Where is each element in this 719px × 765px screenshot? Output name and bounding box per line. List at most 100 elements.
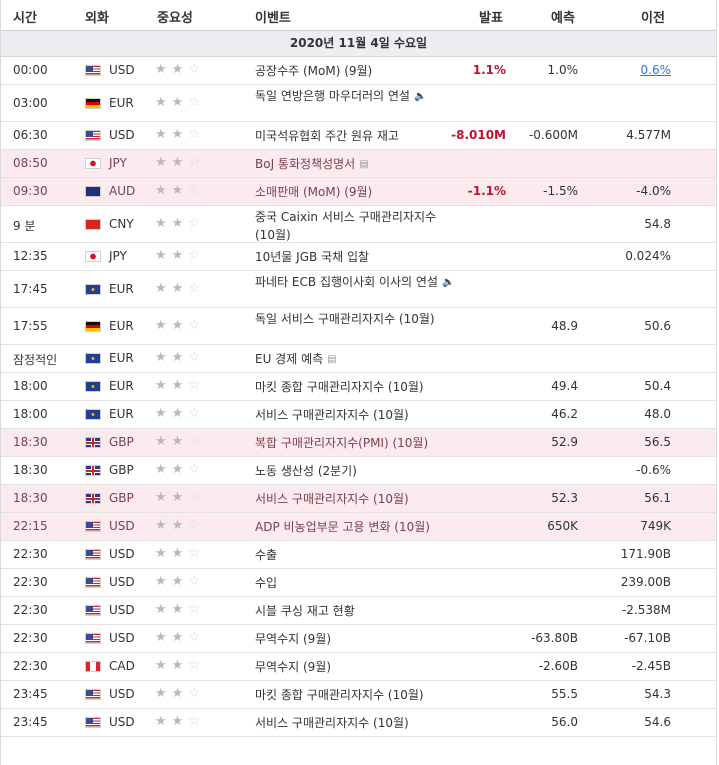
star-empty-icon: ☆: [188, 602, 205, 617]
star-filled-icon: ★: [171, 281, 189, 296]
event-name-text[interactable]: 시블 쿠싱 재고 현황: [255, 604, 355, 618]
event-name-text[interactable]: 서비스 구매관리자지수 (10월): [255, 716, 409, 730]
event-name[interactable]: 중국 Caixin 서비스 구매관리자지수 (10월): [255, 208, 455, 244]
event-name-text[interactable]: 마킷 종합 구매관리자지수 (10월): [255, 688, 424, 702]
table-row[interactable]: 12:35 JPY ★★☆ 10년물 JGB 국채 입찰 0.024%: [1, 243, 716, 271]
event-name[interactable]: 서비스 구매관리자지수 (10월): [255, 714, 455, 732]
currency-code: USD: [109, 547, 135, 561]
flag-jp-icon: [85, 158, 101, 169]
event-name-text[interactable]: 수출: [255, 548, 278, 562]
table-row[interactable]: 03:00 EUR ★★☆ 독일 연방은행 마우더러의 연설 🔈: [1, 85, 716, 122]
event-name-text[interactable]: 독일 서비스 구매관리자지수 (10월): [255, 312, 435, 326]
table-row[interactable]: 23:45 USD ★★☆ 서비스 구매관리자지수 (10월) 56.0 54.6: [1, 709, 716, 737]
event-name-text[interactable]: 노동 생산성 (2분기): [255, 464, 357, 478]
currency-code: GBP: [109, 491, 134, 505]
event-name[interactable]: 10년물 JGB 국채 입찰: [255, 248, 455, 266]
table-row[interactable]: 18:00 EUR ★★☆ 서비스 구매관리자지수 (10월) 46.2 48.0: [1, 401, 716, 429]
table-row[interactable]: 18:30 GBP ★★☆ 노동 생산성 (2분기) -0.6%: [1, 457, 716, 485]
event-name-text[interactable]: 무역수지 (9월): [255, 632, 332, 646]
event-name[interactable]: 독일 연방은행 마우더러의 연설 🔈: [255, 87, 455, 106]
table-row[interactable]: 잠정적인 EUR ★★☆ EU 경제 예측 ▤: [1, 345, 716, 373]
event-name[interactable]: 수입: [255, 574, 455, 592]
table-row[interactable]: 17:45 EUR ★★☆ 파네타 ECB 집행이사회 이사의 연설 🔈: [1, 271, 716, 308]
table-row[interactable]: 22:15 USD ★★☆ ADP 비농업부문 고용 변화 (10월) 650K 749K: [1, 513, 716, 541]
star-filled-icon: ★: [171, 350, 189, 365]
event-name-text[interactable]: 중국 Caixin 서비스 구매관리자지수 (10월): [255, 210, 437, 242]
event-name[interactable]: 무역수지 (9월): [255, 658, 455, 676]
event-name-text[interactable]: 무역수지 (9월): [255, 660, 332, 674]
importance-stars: ★★☆: [155, 574, 205, 589]
event-name[interactable]: 무역수지 (9월): [255, 630, 455, 648]
event-time: 18:00: [13, 407, 48, 421]
event-name[interactable]: 서비스 구매관리자지수 (10월): [255, 406, 455, 424]
event-name-text[interactable]: BoJ 통화정책성명서: [255, 157, 356, 171]
table-row[interactable]: 00:00 USD ★★☆ 공장수주 (MoM) (9월) 1.1% 1.0% 0.6%: [1, 57, 716, 85]
currency-code: CNY: [109, 217, 134, 231]
event-name-text[interactable]: 서비스 구매관리자지수 (10월): [255, 492, 409, 506]
event-name[interactable]: 노동 생산성 (2분기): [255, 462, 455, 480]
event-name-text[interactable]: 미국석유협회 주간 원유 재고: [255, 129, 399, 143]
star-empty-icon: ☆: [188, 630, 205, 645]
table-row[interactable]: 09:30 AUD ★★☆ 소매판매 (MoM) (9월) -1.1% -1.5% -4.0…: [1, 178, 716, 206]
previous-value: -2.538M: [621, 603, 671, 617]
star-empty-icon: ☆: [188, 714, 205, 729]
event-name-text[interactable]: 서비스 구매관리자지수 (10월): [255, 408, 409, 422]
table-row[interactable]: 22:30 USD ★★☆ 수출 171.90B: [1, 541, 716, 569]
event-name[interactable]: 독일 서비스 구매관리자지수 (10월): [255, 310, 455, 328]
importance-stars: ★★☆: [155, 630, 205, 645]
event-name-text[interactable]: ADP 비농업부문 고용 변화 (10월): [255, 520, 430, 534]
table-row[interactable]: 18:30 GBP ★★☆ 복합 구매관리자지수(PMI) (10월) 52.9 56.5: [1, 429, 716, 457]
forecast-value: 55.5: [551, 687, 578, 701]
event-name[interactable]: BoJ 통화정책성명서 ▤: [255, 155, 455, 174]
event-name-text[interactable]: 독일 연방은행 마우더러의 연설: [255, 89, 410, 103]
currency-code: JPY: [109, 249, 127, 263]
table-row[interactable]: 06:30 USD ★★☆ 미국석유협회 주간 원유 재고 -8.010M -0.600M…: [1, 122, 716, 150]
event-name-text[interactable]: 10년물 JGB 국채 입찰: [255, 250, 370, 264]
currency-code: USD: [109, 519, 135, 533]
star-filled-icon: ★: [155, 183, 172, 198]
importance-stars: ★★☆: [155, 462, 205, 477]
event-name[interactable]: 미국석유협회 주간 원유 재고: [255, 127, 455, 145]
table-row[interactable]: 17:55 EUR ★★☆ 독일 서비스 구매관리자지수 (10월) 48.9 50.6: [1, 308, 716, 345]
event-name[interactable]: 마킷 종합 구매관리자지수 (10월): [255, 378, 455, 396]
star-filled-icon: ★: [171, 95, 189, 110]
event-name[interactable]: ADP 비농업부문 고용 변화 (10월): [255, 518, 455, 536]
table-row[interactable]: 18:30 GBP ★★☆ 서비스 구매관리자지수 (10월) 52.3 56.1: [1, 485, 716, 513]
event-name-text[interactable]: 소매판매 (MoM) (9월): [255, 185, 373, 199]
flag-us-icon: [85, 605, 101, 616]
event-name[interactable]: 시블 쿠싱 재고 현황: [255, 602, 455, 620]
event-name[interactable]: 공장수주 (MoM) (9월): [255, 62, 455, 80]
star-filled-icon: ★: [171, 378, 189, 393]
event-name[interactable]: 마킷 종합 구매관리자지수 (10월): [255, 686, 455, 704]
event-name[interactable]: EU 경제 예측 ▤: [255, 350, 455, 369]
event-name[interactable]: 파네타 ECB 집행이사회 이사의 연설 🔈: [255, 273, 455, 292]
event-name[interactable]: 수출: [255, 546, 455, 564]
event-name-text[interactable]: EU 경제 예측: [255, 352, 324, 366]
flag-eu-icon: [85, 353, 101, 364]
currency-code: USD: [109, 715, 135, 729]
currency-code: USD: [109, 687, 135, 701]
table-row[interactable]: 18:00 EUR ★★☆ 마킷 종합 구매관리자지수 (10월) 49.4 50.4: [1, 373, 716, 401]
table-row[interactable]: 22:30 USD ★★☆ 무역수지 (9월) -63.80B -67.10B: [1, 625, 716, 653]
forecast-value: -2.60B: [538, 659, 578, 673]
event-name-text[interactable]: 파네타 ECB 집행이사회 이사의 연설: [255, 275, 438, 289]
event-name-text[interactable]: 복합 구매관리자지수(PMI) (10월): [255, 436, 429, 450]
event-name[interactable]: 복합 구매관리자지수(PMI) (10월): [255, 434, 455, 452]
star-empty-icon: ☆: [188, 686, 205, 701]
event-time: 18:30: [13, 435, 48, 449]
table-row[interactable]: 9 분 CNY ★★☆ 중국 Caixin 서비스 구매관리자지수 (10월) 54.8: [1, 206, 716, 243]
event-name-text[interactable]: 수입: [255, 576, 278, 590]
previous-value[interactable]: 0.6%: [640, 63, 672, 77]
event-name[interactable]: 서비스 구매관리자지수 (10월): [255, 490, 455, 508]
table-row[interactable]: 22:30 USD ★★☆ 시블 쿠싱 재고 현황 -2.538M: [1, 597, 716, 625]
table-row[interactable]: 22:30 CAD ★★☆ 무역수지 (9월) -2.60B -2.45B: [1, 653, 716, 681]
importance-stars: ★★☆: [155, 406, 205, 421]
table-row[interactable]: 23:45 USD ★★☆ 마킷 종합 구매관리자지수 (10월) 55.5 54.3: [1, 681, 716, 709]
star-empty-icon: ☆: [188, 95, 205, 110]
event-name-text[interactable]: 공장수주 (MoM) (9월): [255, 64, 373, 78]
forecast-value: -63.80B: [531, 631, 578, 645]
table-row[interactable]: 08:50 JPY ★★☆ BoJ 통화정책성명서 ▤: [1, 150, 716, 178]
table-row[interactable]: 22:30 USD ★★☆ 수입 239.00B: [1, 569, 716, 597]
event-name-text[interactable]: 마킷 종합 구매관리자지수 (10월): [255, 380, 424, 394]
event-name[interactable]: 소매판매 (MoM) (9월): [255, 183, 455, 201]
